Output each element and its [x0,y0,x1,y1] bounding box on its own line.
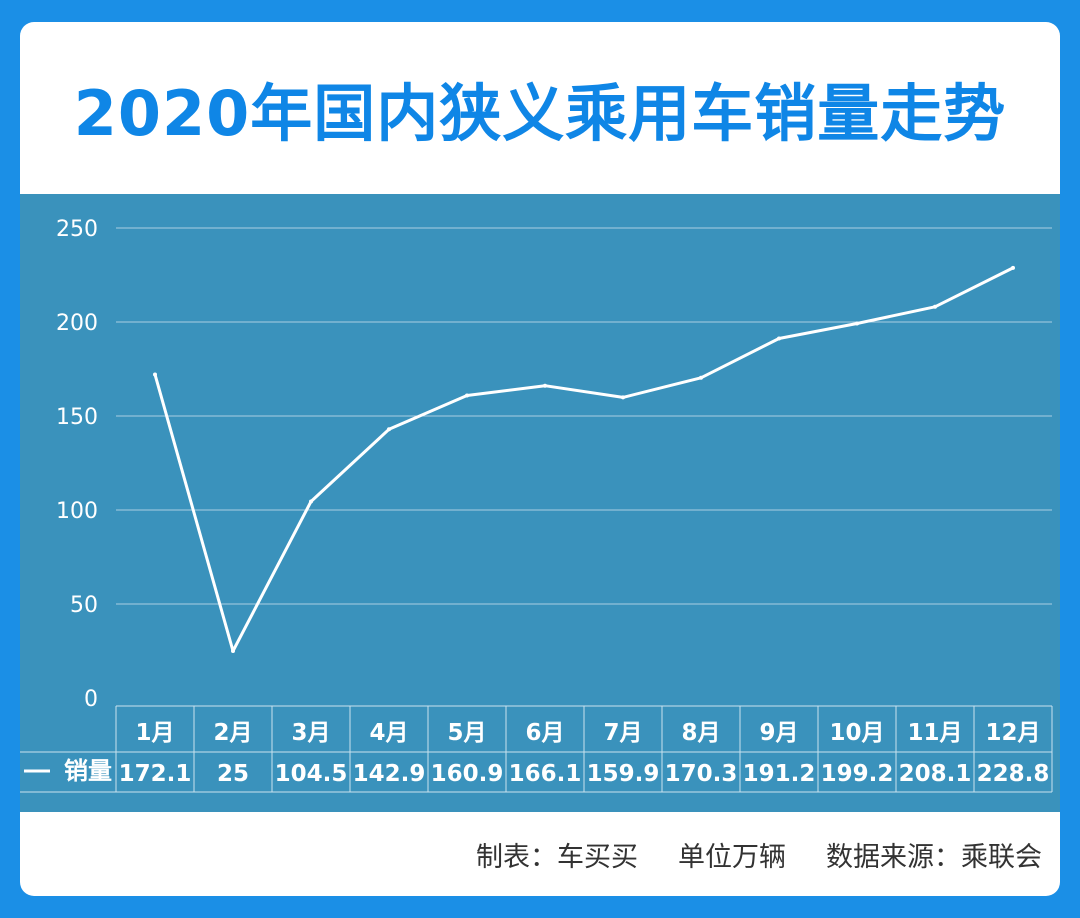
plot-background [20,194,1060,812]
x-category-label: 3月 [291,720,330,746]
x-category-label: 1月 [135,720,174,746]
x-category-label: 8月 [681,720,720,746]
chart-title: 2020年国内狭义乘用车销量走势 [73,77,1007,150]
data-point [309,499,313,504]
data-label: 160.9 [431,761,504,787]
data-point [699,375,703,380]
data-label: 199.2 [821,761,894,787]
data-label: 228.8 [977,761,1050,787]
x-category-label: 6月 [525,720,564,746]
data-label: 142.9 [353,761,426,787]
data-point [387,427,391,432]
y-tick-label: 250 [56,217,98,242]
data-point [1011,265,1015,270]
data-label: 170.3 [665,761,738,787]
x-category-label: 11月 [907,720,962,746]
y-tick-label: 200 [56,311,98,336]
x-category-label: 5月 [447,720,486,746]
x-category-label: 4月 [369,720,408,746]
x-category-label: 12月 [985,720,1040,746]
data-label: 104.5 [275,761,348,787]
chart-card: 2020年国内狭义乘用车销量走势 0 50 100 150 200 250 销量 1月 2月… [20,22,1060,896]
data-point [777,336,781,341]
data-label: 166.1 [509,761,582,787]
x-category-label: 9月 [759,720,798,746]
x-category-label: 10月 [829,720,884,746]
y-tick-label: 50 [70,593,98,618]
x-category-label: 2月 [213,720,252,746]
data-label: 159.9 [587,761,660,787]
data-label: 208.1 [899,761,972,787]
footer-maker: 制表：车买买 [476,841,638,873]
footer: 制表：车买买 单位万辆 数据来源：乘联会 [20,812,1060,896]
data-point [933,304,937,309]
y-tick-label: 150 [56,405,98,430]
data-point [855,321,859,326]
data-label: 25 [217,761,249,787]
data-point [231,649,235,653]
data-label: 191.2 [743,761,816,787]
data-point [153,372,157,377]
y-tick-label: 100 [56,499,98,524]
line-chart: 0 50 100 150 200 250 销量 1月 2月 3月 4月 5月 6月 7月 8月 9月 10月… [20,194,1060,812]
data-label: 172.1 [119,761,192,787]
series-line-sales [153,266,1014,653]
legend-label: 销量 [64,757,112,785]
y-tick-label: 0 [84,687,98,712]
x-category-label: 7月 [603,720,642,746]
footer-source: 数据来源：乘联会 [826,841,1042,873]
data-point [621,395,625,400]
footer-unit: 单位万辆 [678,841,786,873]
data-point [543,383,547,388]
data-point [465,393,469,398]
